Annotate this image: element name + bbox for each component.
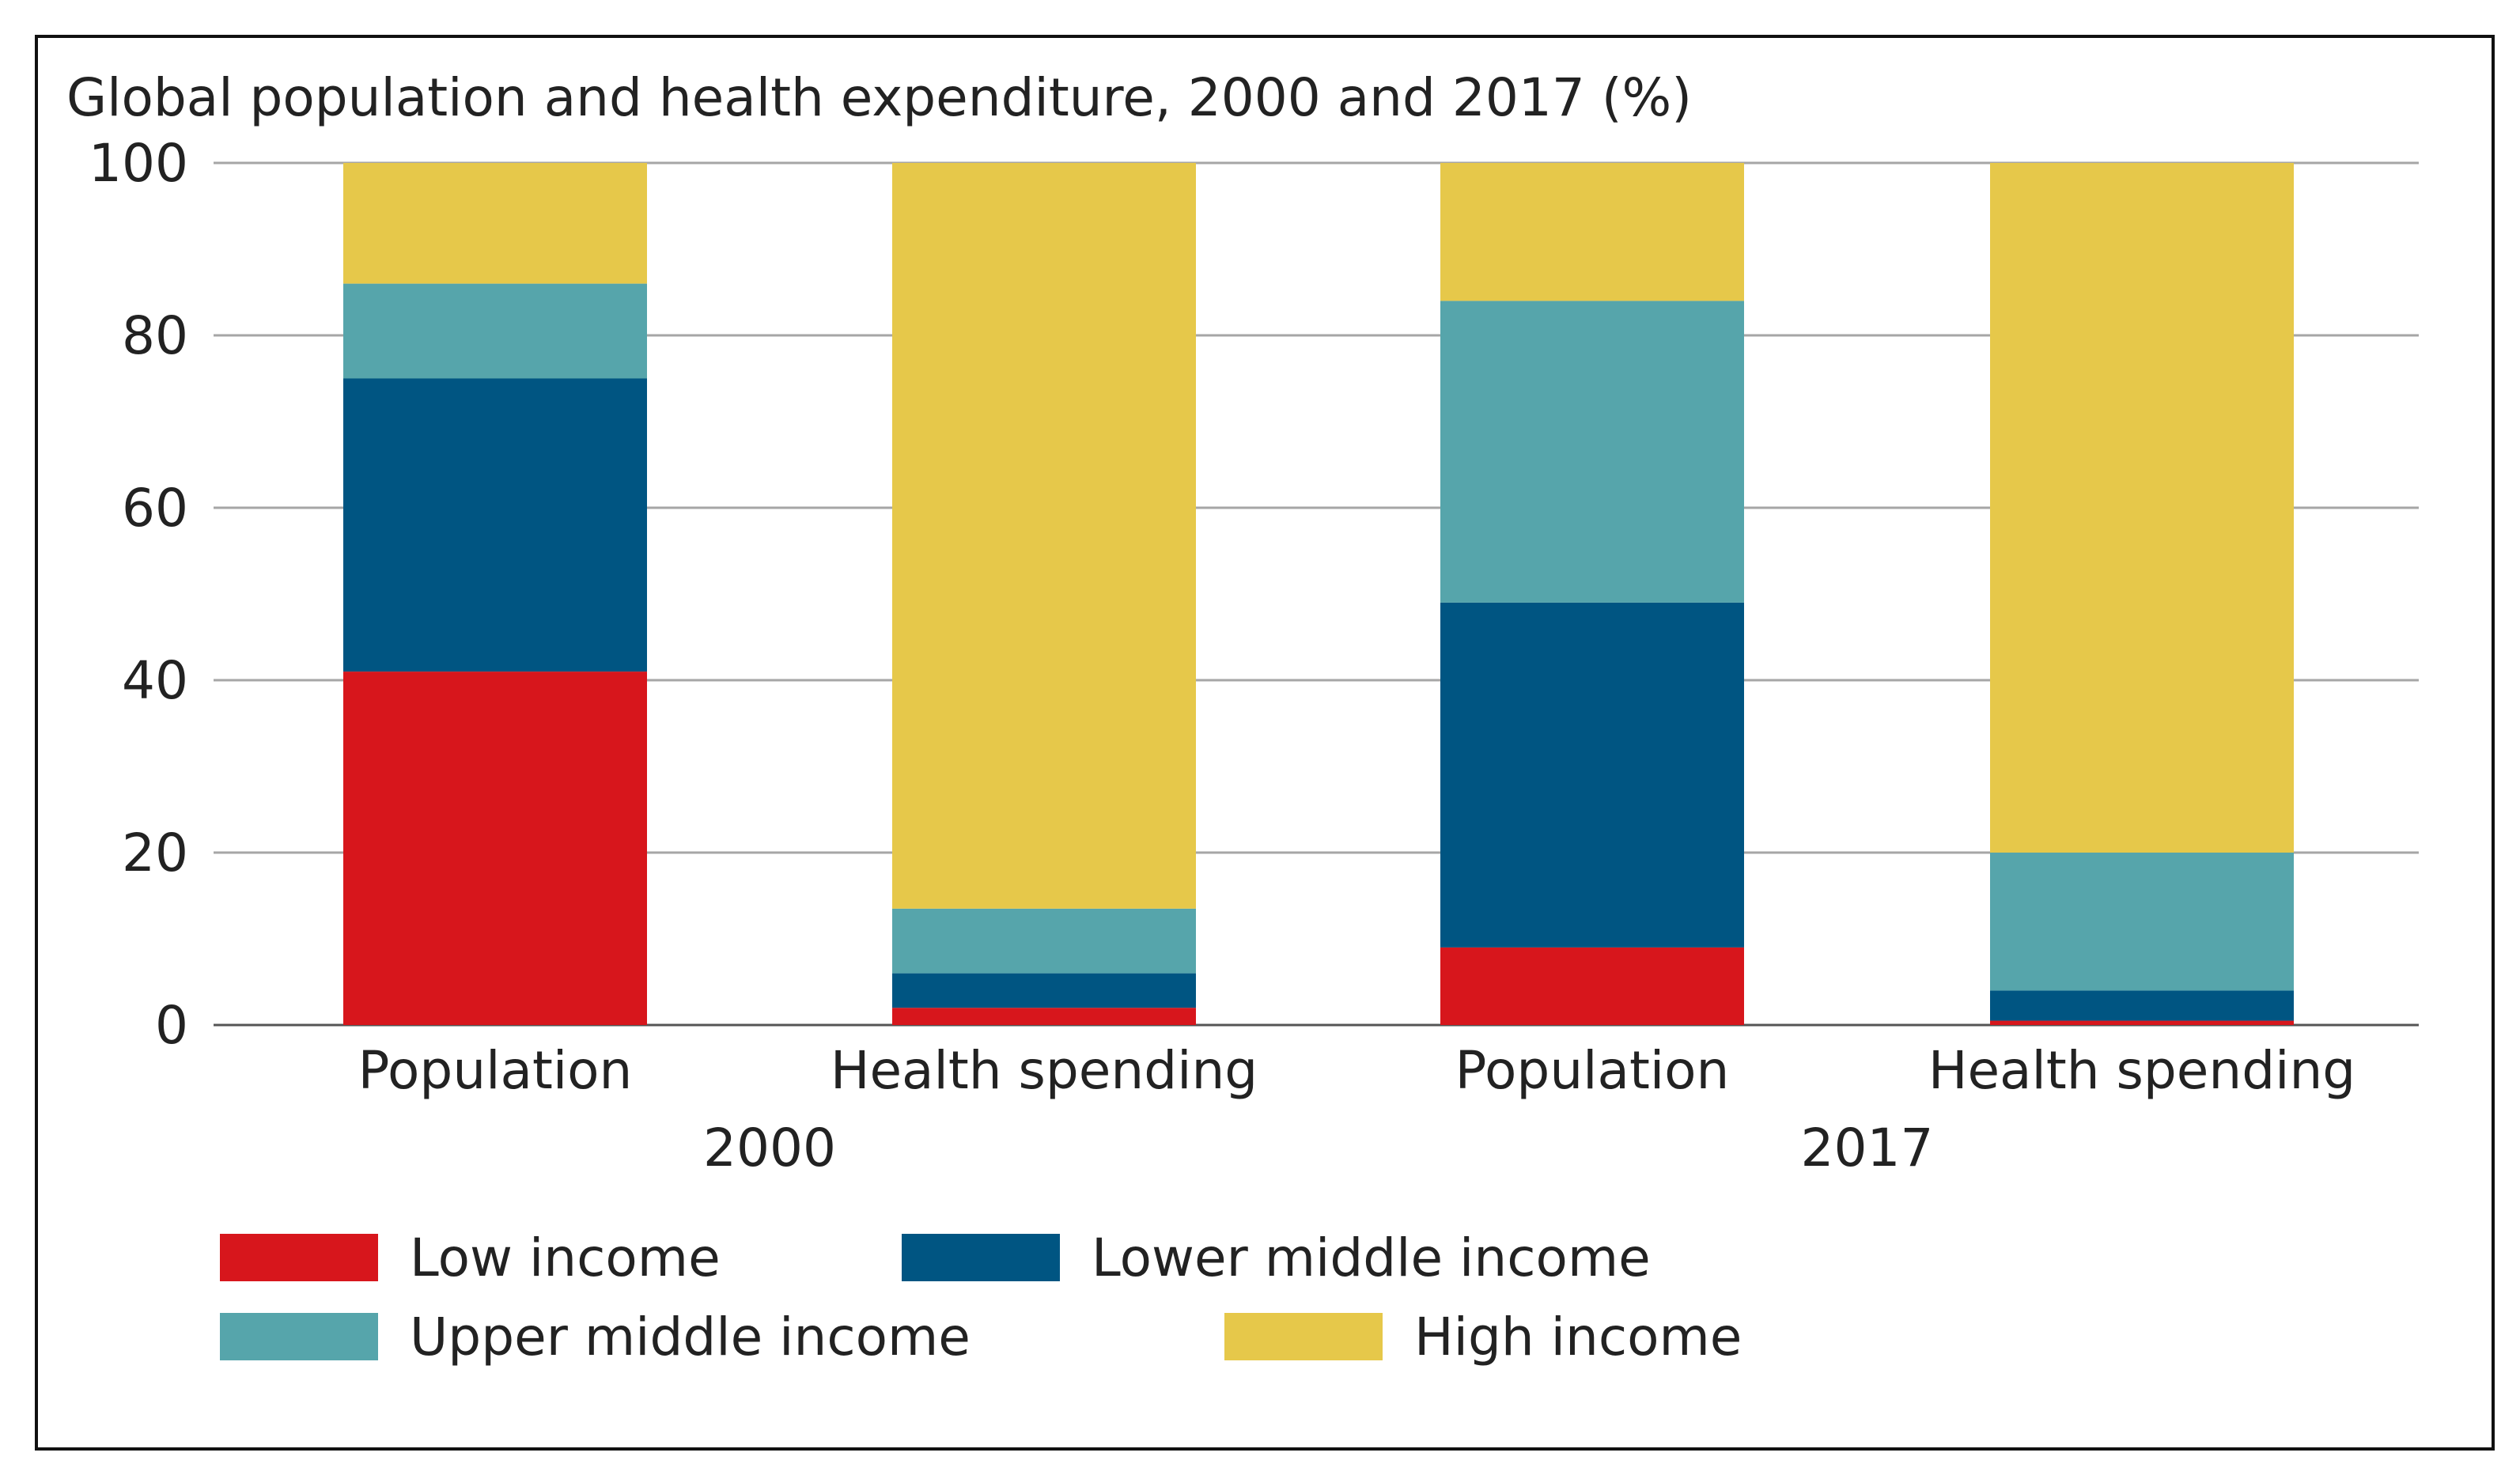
bar-segment-low-income [1440, 947, 1744, 1025]
bar-segment-upper-middle-income [1990, 853, 2294, 991]
x-axis-labels: Population Health spending Population Healt… [358, 1040, 2356, 1101]
y-tick-label: 20 [122, 823, 188, 883]
group-labels: 2000 2017 [703, 1118, 1933, 1178]
y-tick-label: 60 [122, 478, 188, 539]
bar-segment-upper-middle-income [892, 908, 1196, 974]
legend-label: Upper middle income [410, 1307, 971, 1367]
chart-frame: Global population and health expenditure… [35, 35, 2495, 1451]
bar-segment-lower-middle-income [343, 378, 647, 672]
legend-swatch-lower-middle-income [902, 1234, 1060, 1281]
bar-segment-upper-middle-income [1440, 301, 1744, 603]
bar-segment-high-income [1440, 163, 1744, 301]
x-category-label: Population [358, 1040, 633, 1101]
x-category-label: Health spending [831, 1040, 1258, 1101]
bar-segment-upper-middle-income [343, 283, 647, 379]
legend-label: Lower middle income [1092, 1227, 1651, 1288]
bar-segment-lower-middle-income [1440, 602, 1744, 948]
bar-segment-low-income [892, 1008, 1196, 1025]
x-group-label: 2017 [1801, 1118, 1934, 1178]
bars [343, 163, 2294, 1025]
bar-segment-lower-middle-income [892, 973, 1196, 1008]
legend-swatch-high-income [1224, 1313, 1383, 1360]
bar-segment-high-income [1990, 163, 2294, 853]
bar-segment-high-income [892, 163, 1196, 909]
y-tick-label: 0 [155, 995, 188, 1056]
y-tick-label: 40 [122, 650, 188, 711]
chart-title: Global population and health expenditure… [66, 67, 1692, 128]
y-axis-ticks: 0 20 40 60 80 100 [89, 133, 188, 1056]
bar-segment-high-income [343, 163, 647, 284]
legend-swatch-low-income [220, 1234, 378, 1281]
y-tick-label: 100 [89, 133, 188, 194]
legend-label: Low income [410, 1227, 721, 1288]
bar-segment-low-income [343, 671, 647, 1025]
y-tick-label: 80 [122, 305, 188, 366]
bar-segment-lower-middle-income [1990, 990, 2294, 1021]
x-category-label: Population [1455, 1040, 1730, 1101]
legend-label: High income [1414, 1307, 1742, 1367]
stacked-bar-chart: Global population and health expenditure… [66, 67, 2419, 1367]
bar-segment-low-income [1990, 1020, 2294, 1025]
x-category-label: Health spending [1928, 1040, 2355, 1101]
legend: Low income Lower middle income Upper middl… [220, 1227, 1742, 1367]
x-group-label: 2000 [703, 1118, 836, 1178]
legend-swatch-upper-middle-income [220, 1313, 378, 1360]
